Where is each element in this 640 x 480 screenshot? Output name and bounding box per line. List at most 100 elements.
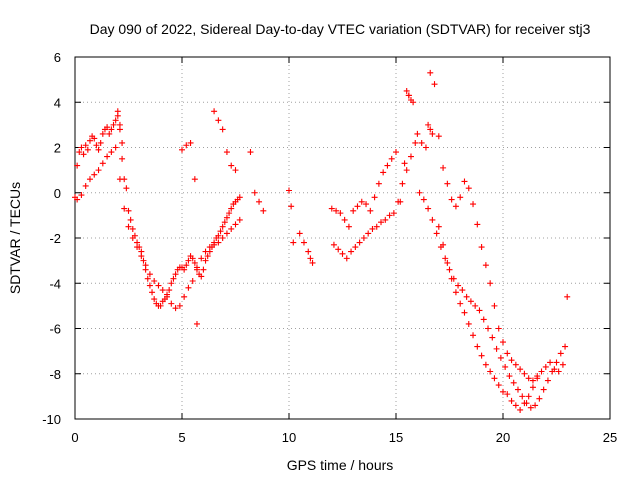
data-point xyxy=(119,139,126,146)
data-point xyxy=(474,221,481,228)
data-point xyxy=(119,155,126,162)
data-point xyxy=(525,375,532,382)
data-point xyxy=(228,162,235,169)
y-tick-label: -8 xyxy=(49,367,61,382)
data-point xyxy=(508,357,515,364)
data-point xyxy=(116,121,123,128)
data-point xyxy=(228,225,235,232)
y-tick-label: 2 xyxy=(54,141,61,156)
data-point xyxy=(170,275,177,282)
data-point xyxy=(461,309,468,316)
data-point xyxy=(223,149,230,156)
y-tick-label: 0 xyxy=(54,186,61,201)
data-point xyxy=(562,343,569,350)
data-point xyxy=(403,167,410,174)
data-point xyxy=(198,273,205,280)
data-point xyxy=(125,223,132,230)
data-point xyxy=(435,223,442,230)
data-point xyxy=(288,203,295,210)
data-point xyxy=(416,189,423,196)
data-point xyxy=(151,277,158,284)
data-point xyxy=(232,221,239,228)
data-point xyxy=(307,255,314,262)
data-point xyxy=(206,244,213,251)
data-point xyxy=(448,196,455,203)
data-point xyxy=(536,395,543,402)
data-point xyxy=(123,185,130,192)
data-point xyxy=(547,359,554,366)
data-point xyxy=(534,375,541,382)
data-point xyxy=(363,201,370,208)
data-point xyxy=(380,169,387,176)
data-point xyxy=(405,92,412,99)
data-point xyxy=(149,289,156,296)
data-point xyxy=(455,282,462,289)
data-point xyxy=(399,180,406,187)
data-point xyxy=(176,302,183,309)
data-point xyxy=(155,282,162,289)
data-point xyxy=(497,354,504,361)
data-point xyxy=(465,320,472,327)
data-point xyxy=(418,139,425,146)
data-point xyxy=(191,176,198,183)
data-point xyxy=(544,377,551,384)
data-point xyxy=(564,293,571,300)
data-point xyxy=(330,241,337,248)
data-point xyxy=(200,266,207,273)
data-point xyxy=(166,287,173,294)
data-point xyxy=(382,216,389,223)
data-point xyxy=(414,130,421,137)
data-point xyxy=(367,207,374,214)
data-point xyxy=(91,135,98,142)
data-point xyxy=(559,361,566,368)
data-point xyxy=(328,205,335,212)
x-axis-label: GPS time / hours xyxy=(287,457,394,473)
data-point xyxy=(512,402,519,409)
data-point xyxy=(256,198,263,205)
data-point xyxy=(159,287,166,294)
data-point xyxy=(502,363,509,370)
data-point xyxy=(350,207,357,214)
data-point xyxy=(157,302,164,309)
data-point xyxy=(358,198,365,205)
data-point xyxy=(191,259,198,266)
data-point xyxy=(112,144,119,151)
data-point xyxy=(172,271,179,278)
data-point xyxy=(204,253,211,260)
data-point xyxy=(529,384,536,391)
data-point xyxy=(305,248,312,255)
data-point xyxy=(495,382,502,389)
data-point xyxy=(508,397,515,404)
data-point xyxy=(375,180,382,187)
data-point xyxy=(185,257,192,264)
data-point xyxy=(187,139,194,146)
y-tick-label: -6 xyxy=(49,322,61,337)
data-point xyxy=(251,189,258,196)
x-tick-label: 0 xyxy=(71,430,78,445)
x-tick-label: 25 xyxy=(603,430,617,445)
data-point xyxy=(99,130,106,137)
data-point xyxy=(129,235,136,241)
data-point xyxy=(219,223,226,230)
y-tick-label: -10 xyxy=(42,412,61,427)
x-tick-label: 20 xyxy=(496,430,510,445)
data-point xyxy=(221,219,228,226)
data-point xyxy=(223,230,230,237)
data-point xyxy=(232,167,239,174)
data-point xyxy=(480,316,487,323)
data-point xyxy=(472,302,479,309)
data-point xyxy=(198,255,205,262)
data-point xyxy=(80,151,87,158)
y-axis-label: SDTVAR / TECUs xyxy=(7,182,23,294)
data-point xyxy=(459,287,466,294)
data-point xyxy=(144,275,151,282)
data-point xyxy=(435,133,442,140)
data-point xyxy=(189,255,196,262)
data-point xyxy=(495,325,502,332)
data-point xyxy=(395,198,402,205)
data-point xyxy=(78,192,85,199)
data-point xyxy=(215,239,222,246)
x-tick-label: 15 xyxy=(389,430,403,445)
data-point xyxy=(226,210,233,217)
data-point xyxy=(86,176,93,183)
